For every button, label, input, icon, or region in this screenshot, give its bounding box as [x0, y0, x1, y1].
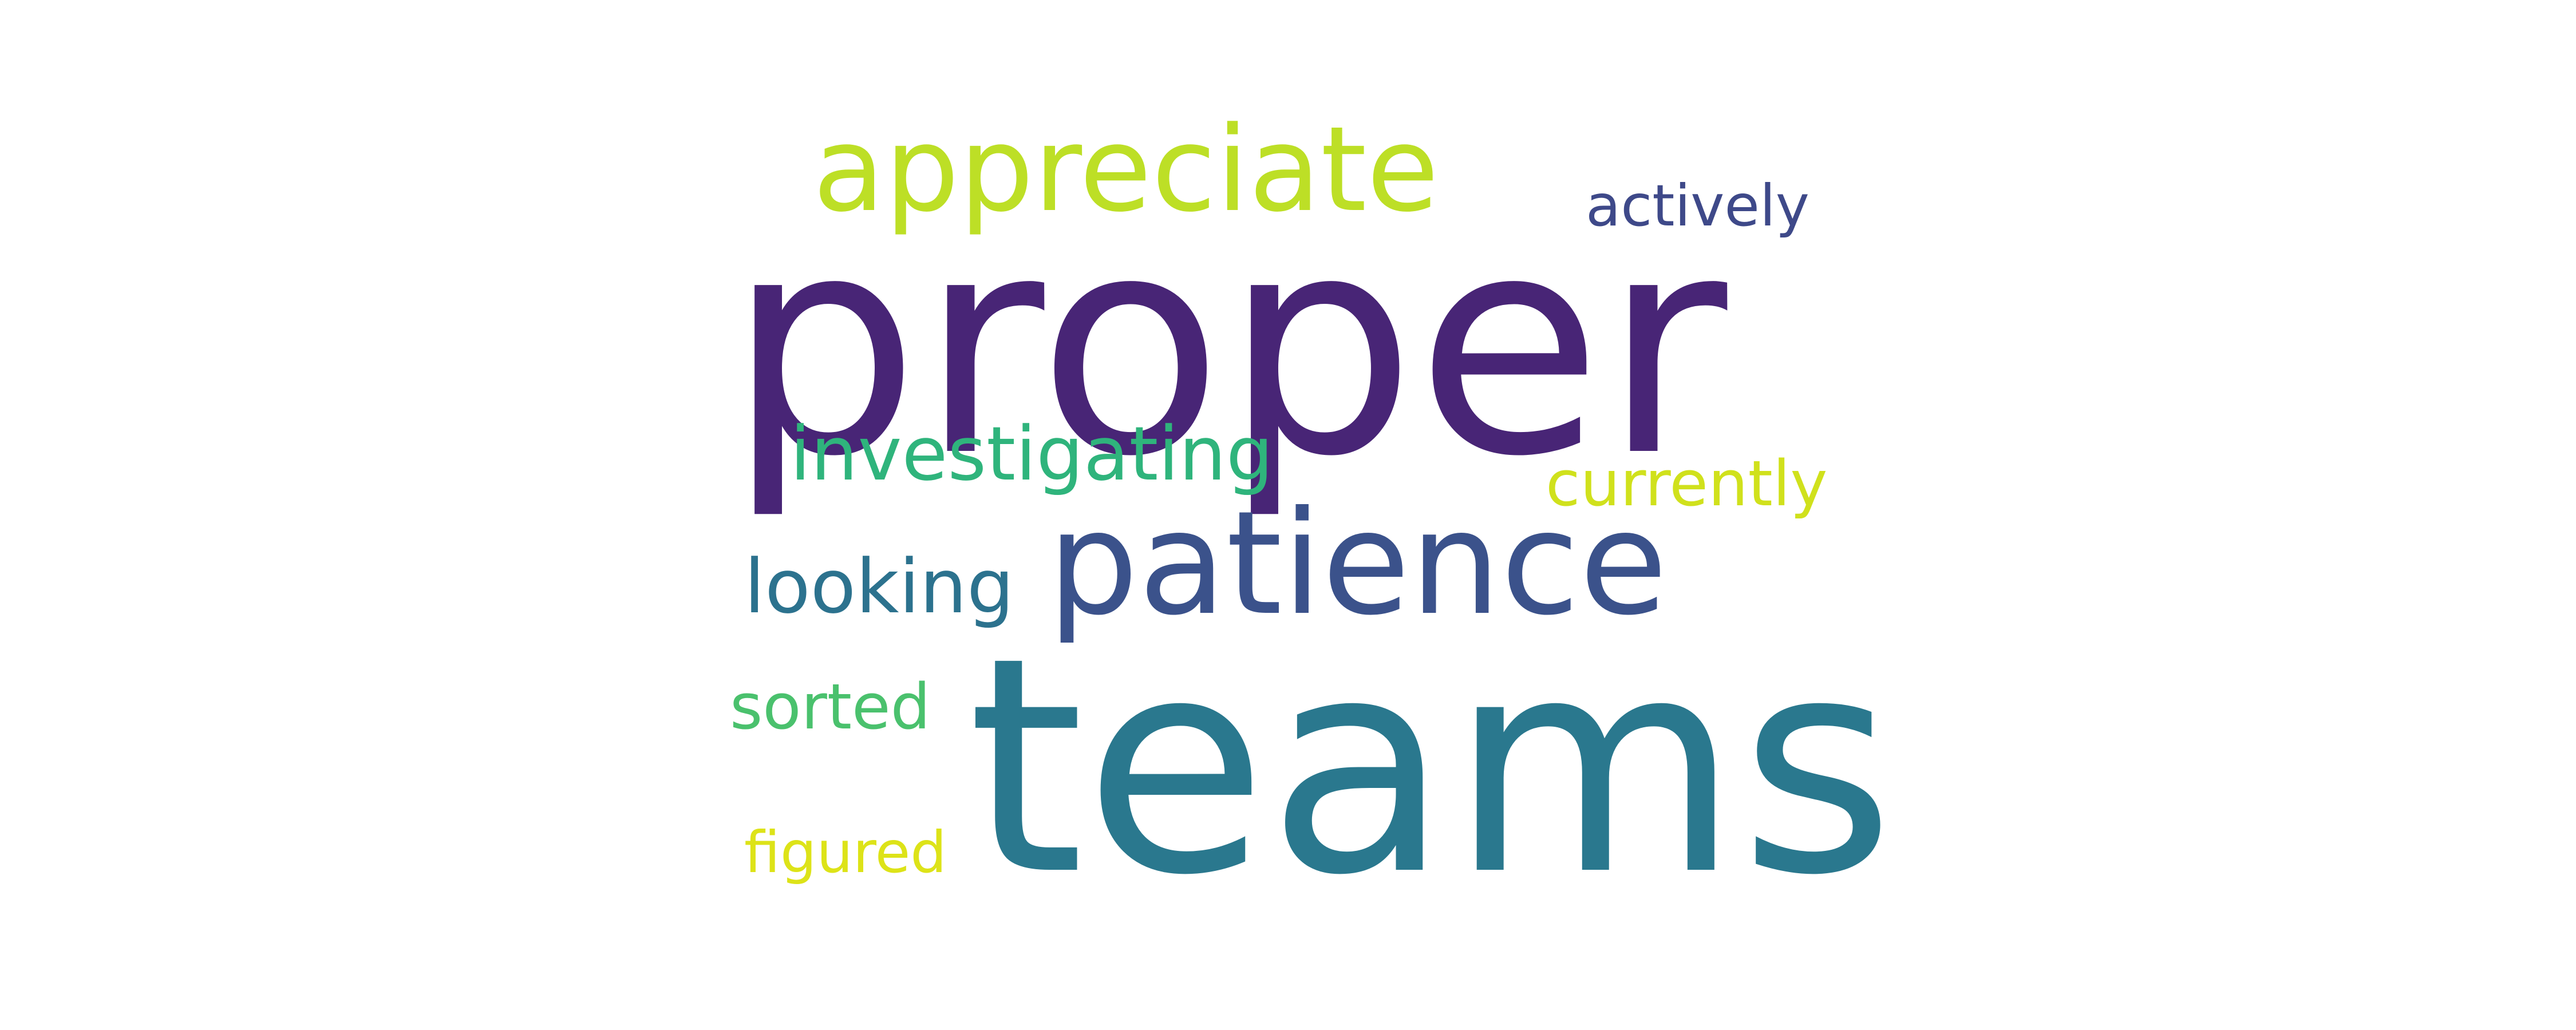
- word-teams: teams: [967, 593, 1895, 940]
- word-proper: proper: [727, 169, 1728, 522]
- word-sorted: sorted: [730, 670, 931, 743]
- word-appreciate: appreciate: [813, 102, 1439, 238]
- word-figured: figured: [744, 819, 947, 886]
- word-patience: patience: [1048, 480, 1668, 647]
- word-investigating: investigating: [790, 410, 1274, 497]
- word-currently: currently: [1546, 447, 1828, 520]
- word-actively: actively: [1586, 172, 1809, 239]
- word-looking: looking: [744, 543, 1014, 630]
